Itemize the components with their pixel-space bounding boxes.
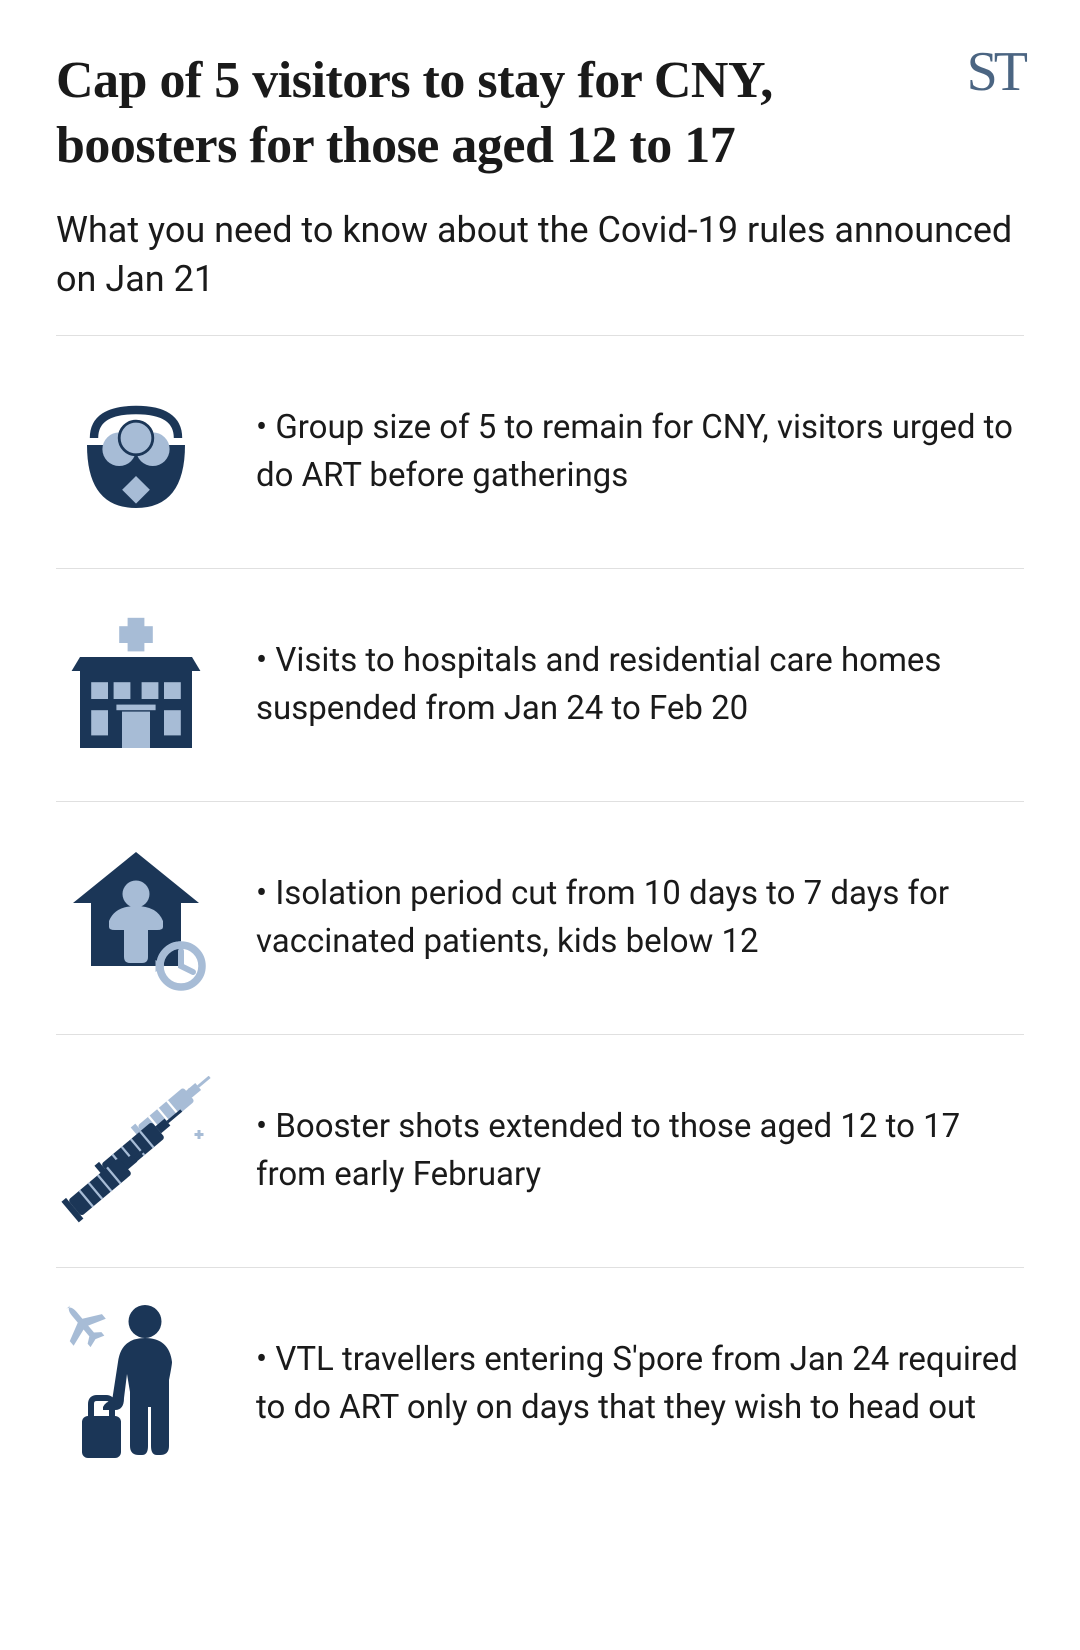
traveller-icon [56,1304,216,1464]
list-item: • Booster shots extended to those aged 1… [56,1035,1024,1268]
list-item: • Isolation period cut from 10 days to 7… [56,802,1024,1035]
st-logo: ST [967,44,1024,100]
item-text-content: Isolation period cut from 10 days to 7 d… [256,874,949,961]
header: Cap of 5 visitors to stay for CNY, boost… [56,48,1024,178]
page-title: Cap of 5 visitors to stay for CNY, boost… [56,48,943,178]
syringes-icon [56,1071,216,1231]
item-text-content: Visits to hospitals and residential care… [256,641,941,728]
item-text: • Group size of 5 to remain for CNY, vis… [256,404,1024,500]
item-text: • Isolation period cut from 10 days to 7… [256,870,1024,966]
list-item: • Visits to hospitals and residential ca… [56,569,1024,802]
item-text: • Booster shots extended to those aged 1… [256,1103,1024,1199]
hospital-icon [56,605,216,765]
basket-icon [56,372,216,532]
item-text-content: VTL travellers entering S'pore from Jan … [256,1340,1018,1427]
list-item: • Group size of 5 to remain for CNY, vis… [56,336,1024,569]
item-text: • VTL travellers entering S'pore from Ja… [256,1336,1024,1432]
list-item: • VTL travellers entering S'pore from Ja… [56,1268,1024,1500]
house-person-icon [56,838,216,998]
items-list: • Group size of 5 to remain for CNY, vis… [56,335,1024,1500]
item-text-content: Group size of 5 to remain for CNY, visit… [256,408,1013,495]
item-text-content: Booster shots extended to those aged 12 … [256,1107,960,1194]
item-text: • Visits to hospitals and residential ca… [256,637,1024,733]
subtitle: What you need to know about the Covid-19… [56,206,1024,303]
